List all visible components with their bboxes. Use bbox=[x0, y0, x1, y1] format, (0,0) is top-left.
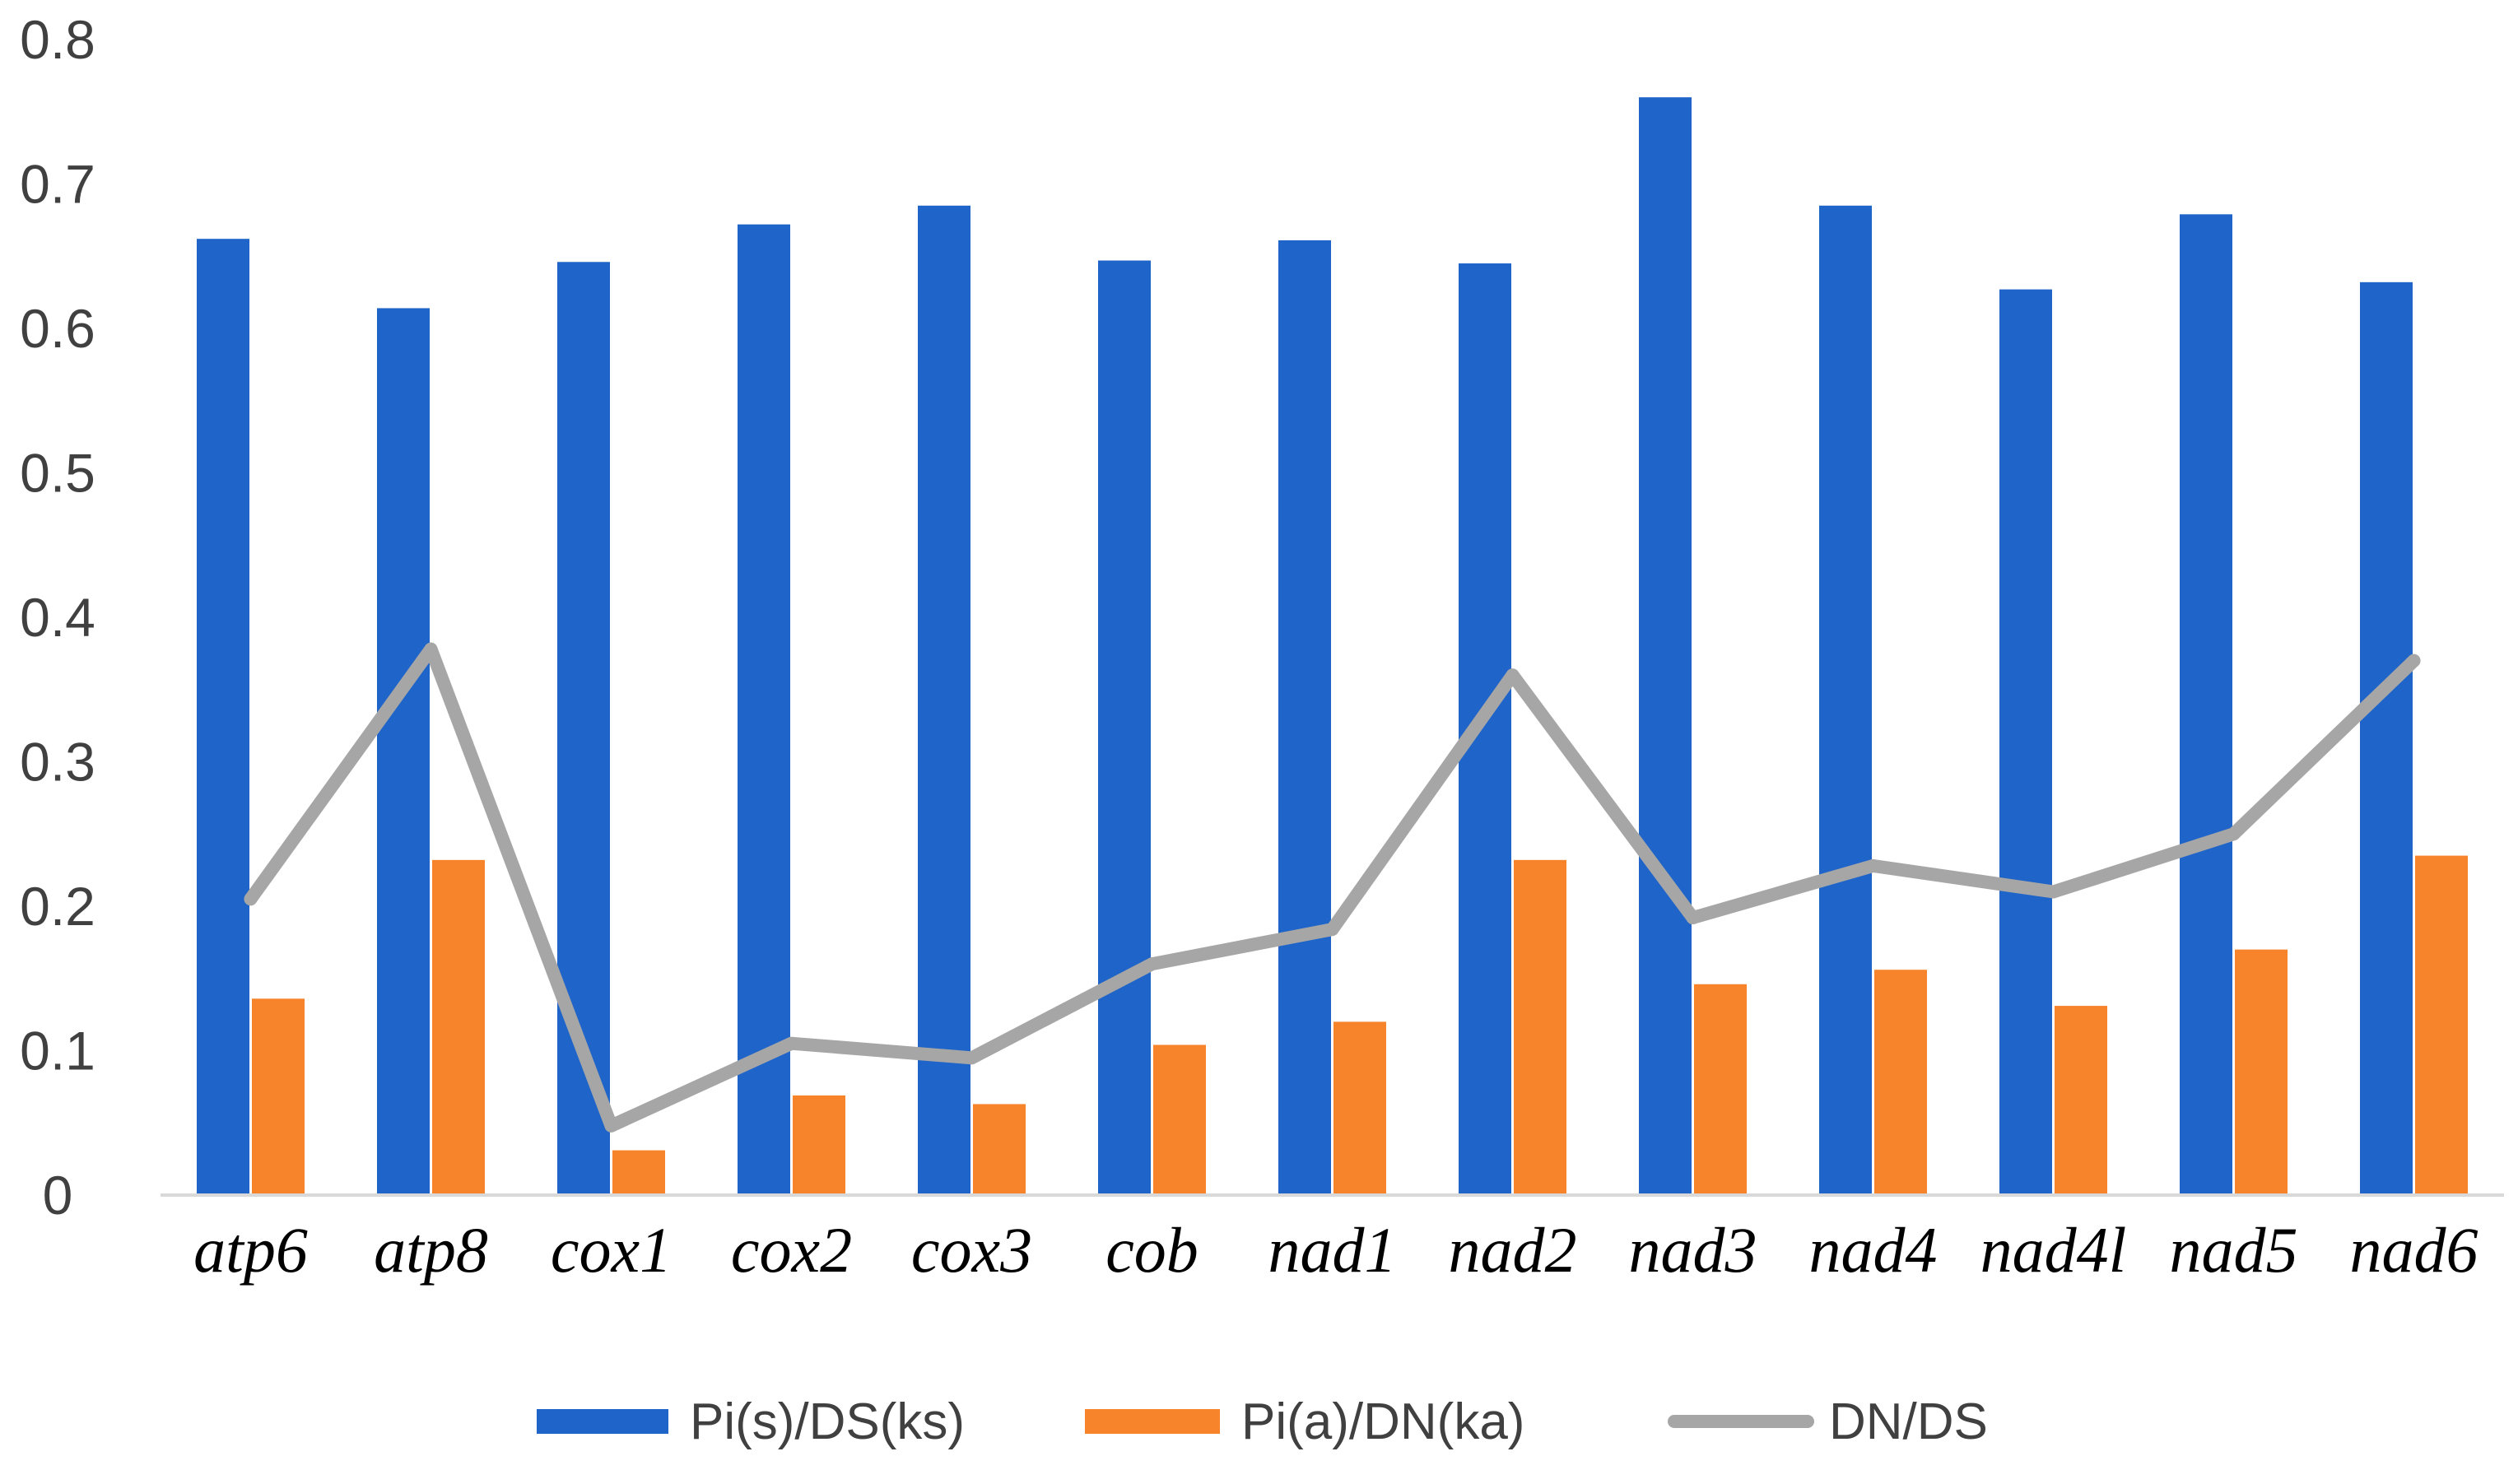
bar-pi-s-cox2 bbox=[738, 224, 790, 1195]
point-dn-ds-cob bbox=[1145, 957, 1159, 971]
x-tick-label-cob: cob bbox=[1105, 1214, 1198, 1286]
y-axis-ticks: 0 0.1 0.2 0.3 0.4 0.5 0.6 0.7 0.8 bbox=[20, 9, 95, 1226]
bar-pi-a-cox3 bbox=[973, 1104, 1026, 1195]
legend-item-0: Pi(s)/DS(ks) bbox=[537, 1393, 965, 1450]
line-series bbox=[244, 642, 2421, 1133]
x-tick-label-nad2: nad2 bbox=[1449, 1214, 1577, 1286]
bars bbox=[197, 97, 2468, 1196]
point-dn-ds-cox1 bbox=[604, 1119, 618, 1133]
point-dn-ds-nad5 bbox=[2227, 827, 2241, 841]
point-dn-ds-cox3 bbox=[965, 1051, 979, 1065]
x-tick-label-atp8: atp8 bbox=[374, 1214, 488, 1286]
bar-pi-a-atp6 bbox=[252, 998, 305, 1195]
point-dn-ds-nad1 bbox=[1325, 923, 1339, 937]
bar-pi-a-nad4 bbox=[1874, 970, 1927, 1195]
bar-pi-s-nad5 bbox=[2180, 214, 2232, 1196]
bar-pi-a-cob bbox=[1153, 1044, 1206, 1195]
bar-pi-s-atp8 bbox=[377, 308, 430, 1196]
x-tick-label-nad4: nad4 bbox=[1809, 1214, 1938, 1286]
y-tick-label: 0.5 bbox=[20, 443, 95, 504]
bar-pi-s-nad1 bbox=[1278, 240, 1331, 1195]
bar-pi-s-atp6 bbox=[197, 239, 249, 1196]
x-tick-label-atp6: atp6 bbox=[193, 1214, 308, 1286]
bar-pi-a-nad4l bbox=[2055, 1006, 2107, 1195]
y-tick-label: 0.1 bbox=[20, 1021, 95, 1082]
y-tick-label: 0.6 bbox=[20, 298, 95, 359]
point-dn-ds-nad4 bbox=[1866, 858, 1880, 872]
x-tick-label-nad4l: nad4l bbox=[1980, 1214, 2127, 1286]
bar-pi-s-cob bbox=[1098, 260, 1151, 1195]
x-tick-label-nad6: nad6 bbox=[2350, 1214, 2478, 1286]
bar-pi-s-nad3 bbox=[1639, 97, 1692, 1196]
bar-pi-a-cox2 bbox=[793, 1095, 845, 1195]
y-tick-label: 0.7 bbox=[20, 154, 95, 215]
x-tick-label-nad3: nad3 bbox=[1629, 1214, 1757, 1286]
legend-swatch-pi-a bbox=[1085, 1409, 1220, 1434]
bar-pi-a-nad6 bbox=[2415, 855, 2468, 1195]
bar-pi-s-cox3 bbox=[918, 205, 970, 1196]
y-tick-label: 0.8 bbox=[20, 9, 95, 70]
legend-label-pi-a: Pi(a)/DN(ka) bbox=[1241, 1393, 1524, 1450]
y-tick-label: 0.2 bbox=[20, 876, 95, 937]
x-tick-label-cox2: cox2 bbox=[731, 1214, 852, 1286]
legend: Pi(s)/DS(ks) Pi(a)/DN(ka) DN/DS bbox=[537, 1393, 1988, 1450]
legend-item-2: DN/DS bbox=[1668, 1393, 1988, 1450]
x-tick-label-cox3: cox3 bbox=[911, 1214, 1032, 1286]
x-tick-label-cox1: cox1 bbox=[551, 1214, 672, 1286]
y-tick-label: 0 bbox=[43, 1165, 73, 1226]
y-tick-label: 0.4 bbox=[20, 587, 95, 648]
bar-pi-a-nad2 bbox=[1514, 859, 1566, 1195]
legend-label-dn-ds: DN/DS bbox=[1829, 1393, 1988, 1450]
legend-item-1: Pi(a)/DN(ka) bbox=[1085, 1393, 1524, 1450]
point-dn-ds-atp8 bbox=[424, 642, 438, 656]
bar-pi-s-nad4l bbox=[1999, 289, 2052, 1195]
point-dn-ds-nad3 bbox=[1686, 911, 1700, 925]
x-tick-label-nad5: nad5 bbox=[2170, 1214, 2298, 1286]
point-dn-ds-nad4l bbox=[2046, 885, 2060, 899]
bar-pi-a-nad5 bbox=[2235, 949, 2288, 1195]
legend-label-pi-s: Pi(s)/DS(ks) bbox=[690, 1393, 965, 1450]
bar-pi-s-nad6 bbox=[2360, 281, 2413, 1196]
legend-swatch-pi-s bbox=[537, 1409, 668, 1434]
bar-pi-a-cox1 bbox=[612, 1150, 665, 1195]
point-dn-ds-nad6 bbox=[2407, 654, 2421, 668]
x-axis-ticks: atp6 atp8 cox1 cox2 cox3 cob nad1 nad2 nad3 nad4 n… bbox=[193, 1214, 2478, 1286]
bar-pi-a-nad3 bbox=[1694, 984, 1747, 1195]
bar-pi-a-atp8 bbox=[432, 859, 485, 1195]
bar-pi-a-nad1 bbox=[1333, 1021, 1386, 1195]
point-dn-ds-nad2 bbox=[1506, 668, 1520, 682]
y-tick-label: 0.3 bbox=[20, 732, 95, 793]
point-dn-ds-cox2 bbox=[784, 1036, 798, 1050]
bar-pi-s-nad4 bbox=[1819, 205, 1872, 1196]
x-tick-label-nad1: nad1 bbox=[1268, 1214, 1397, 1286]
point-dn-ds-atp6 bbox=[244, 892, 258, 906]
